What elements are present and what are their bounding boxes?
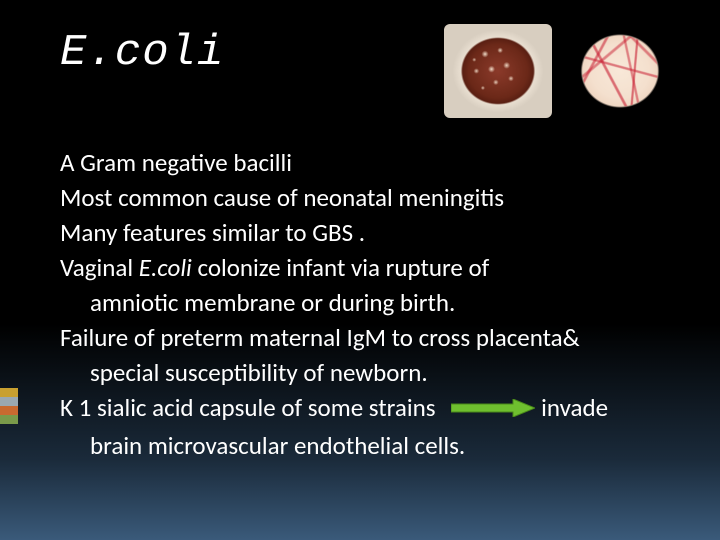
line-7: special susceptibility of newborn. [60,356,670,389]
line-8-right: invade [541,392,608,423]
header-row: E.coli [60,20,670,118]
line-8: K 1 sialic acid capsule of some strains … [60,391,670,427]
line-3: Many features similar to GBS . [60,216,670,249]
accent-bar-1 [0,388,18,397]
accent-bar-4 [0,415,18,424]
line-8-left: K 1 sialic acid capsule of some strains [60,392,436,423]
line-1: A Gram negative bacilli [60,146,670,179]
line-5: amniotic membrane or during birth. [60,286,670,319]
header-images [444,20,670,118]
italic-ecoli: E.coli [139,252,192,283]
slide: E.coli A Gram negative bacilli Most comm… [0,0,720,540]
line-6: Failure of preterm maternal IgM to cross… [60,321,670,354]
accent-bars [0,388,18,424]
arrow-icon [451,392,535,425]
accent-bar-2 [0,397,18,406]
accent-bar-3 [0,406,18,415]
line-4: Vaginal E.coli colonize infant via ruptu… [60,251,670,284]
agar-plate-image [444,24,552,118]
micrograph-image [570,24,670,118]
line-2: Most common cause of neonatal meningitis [60,181,670,214]
line-9: brain microvascular endothelial cells. [60,429,670,462]
body-text: A Gram negative bacilli Most common caus… [60,146,670,462]
slide-title: E.coli [60,20,224,78]
